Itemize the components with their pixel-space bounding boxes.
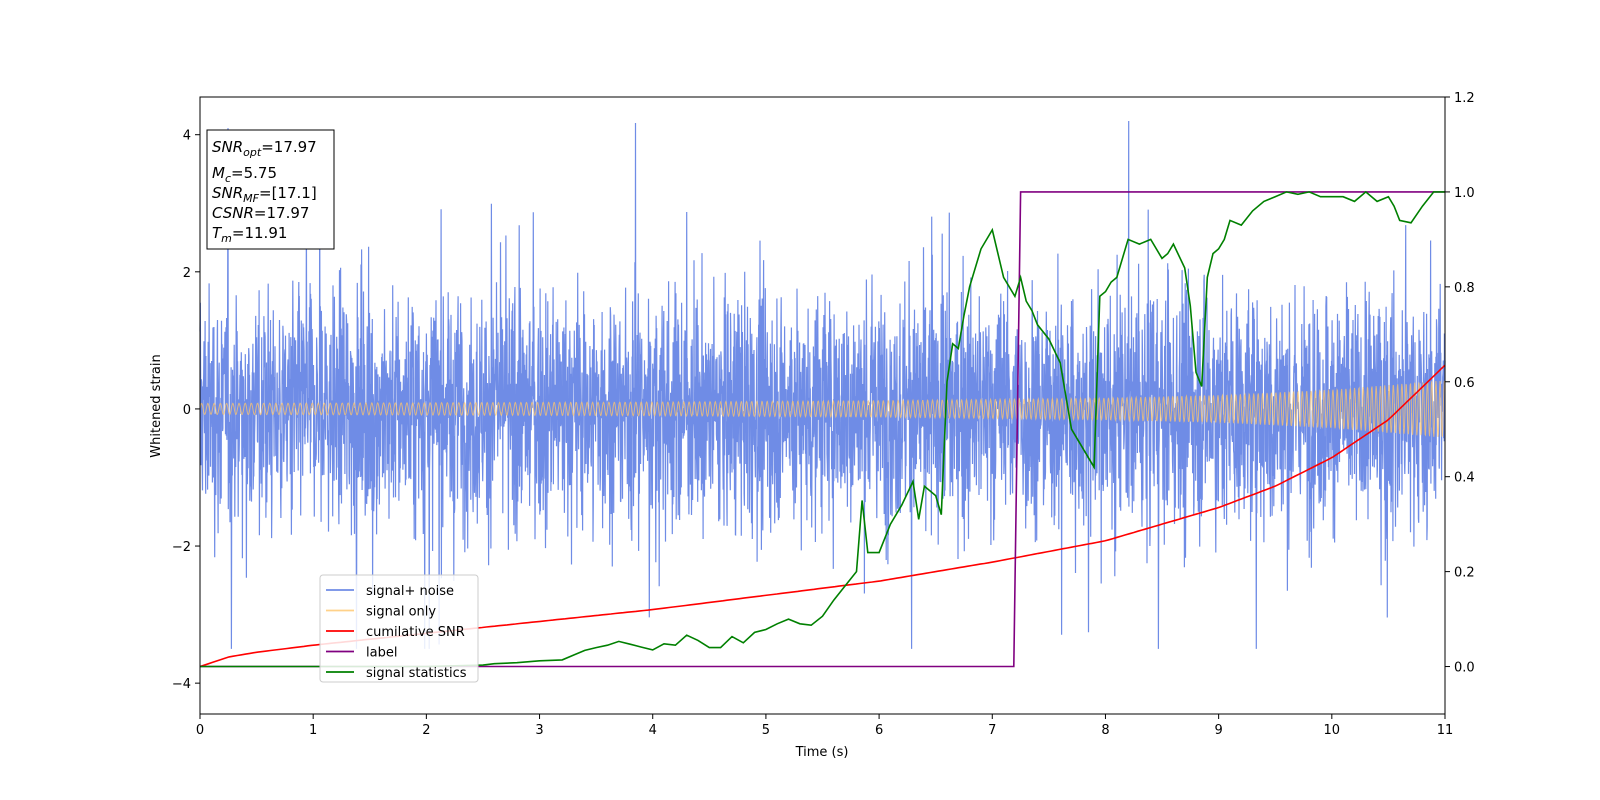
y-right-tick-label: 0.8 xyxy=(1454,281,1475,296)
info-snr-mf: SNRMF=[17.1] xyxy=(212,184,317,205)
y-left-tick-label: 0 xyxy=(183,403,191,418)
y-right-tick-label: 0.0 xyxy=(1454,661,1475,676)
y-left-tick-label: 4 xyxy=(183,129,191,144)
legend-label: signal only xyxy=(366,605,436,620)
left-axis-ticks: −4 −2 0 2 4 xyxy=(172,129,200,692)
x-axis-label: Time (s) xyxy=(795,745,849,760)
y-left-tick-label: 2 xyxy=(183,266,191,281)
x-tick-label: 9 xyxy=(1214,723,1222,738)
x-tick-label: 4 xyxy=(649,723,657,738)
noise-series-layer xyxy=(199,120,1446,649)
x-tick-label: 3 xyxy=(535,723,543,738)
info-tm: Tm=11.91 xyxy=(212,224,287,245)
x-axis-ticks: 0 1 2 3 4 5 6 7 8 9 10 11 xyxy=(196,714,1453,738)
info-mc: Mc=5.75 xyxy=(212,164,277,185)
y-right-tick-label: 1.0 xyxy=(1454,186,1475,201)
legend-label: signal+ noise xyxy=(366,584,454,599)
series-signal-statistics xyxy=(200,190,1445,668)
plot-frame xyxy=(199,96,1446,715)
x-tick-label: 1 xyxy=(309,723,317,738)
y-left-tick-label: −4 xyxy=(172,677,191,692)
y-right-tick-label: 1.2 xyxy=(1454,91,1475,106)
x-tick-label: 8 xyxy=(1101,723,1109,738)
right-axis-ticks: 0.0 0.2 0.4 0.6 0.8 1.0 1.2 xyxy=(1445,91,1475,676)
info-box: SNRopt=17.97 Mc=5.75 SNRMF=[17.1] CSNR=1… xyxy=(206,129,335,250)
x-tick-label: 7 xyxy=(988,723,996,738)
legend: signal+ noise signal only cumilative SNR la… xyxy=(319,574,479,683)
info-snr-opt: SNRopt=17.97 xyxy=(212,138,317,159)
series-signal-only xyxy=(199,380,1446,437)
legend-label: label xyxy=(366,646,397,661)
y-left-tick-label: −2 xyxy=(172,540,191,555)
y-right-tick-label: 0.2 xyxy=(1454,566,1475,581)
x-tick-label: 10 xyxy=(1324,723,1341,738)
y-axis-label-left: Whitened strain xyxy=(149,354,164,457)
x-tick-label: 2 xyxy=(422,723,430,738)
series-label xyxy=(200,191,1445,668)
signal-series-layer xyxy=(199,380,1446,437)
y-right-tick-label: 0.6 xyxy=(1454,376,1475,391)
x-tick-label: 11 xyxy=(1437,723,1454,738)
x-tick-label: 6 xyxy=(875,723,883,738)
legend-label: cumilative SNR xyxy=(366,625,465,640)
x-tick-label: 5 xyxy=(762,723,770,738)
legend-items: signal+ noise signal only cumilative SNR la… xyxy=(326,584,467,681)
x-tick-label: 0 xyxy=(196,723,204,738)
series-signal-noise xyxy=(199,120,1446,649)
legend-label: signal statistics xyxy=(366,666,467,681)
info-csnr: CSNR=17.97 xyxy=(212,204,309,222)
y-right-tick-label: 0.4 xyxy=(1454,471,1475,486)
